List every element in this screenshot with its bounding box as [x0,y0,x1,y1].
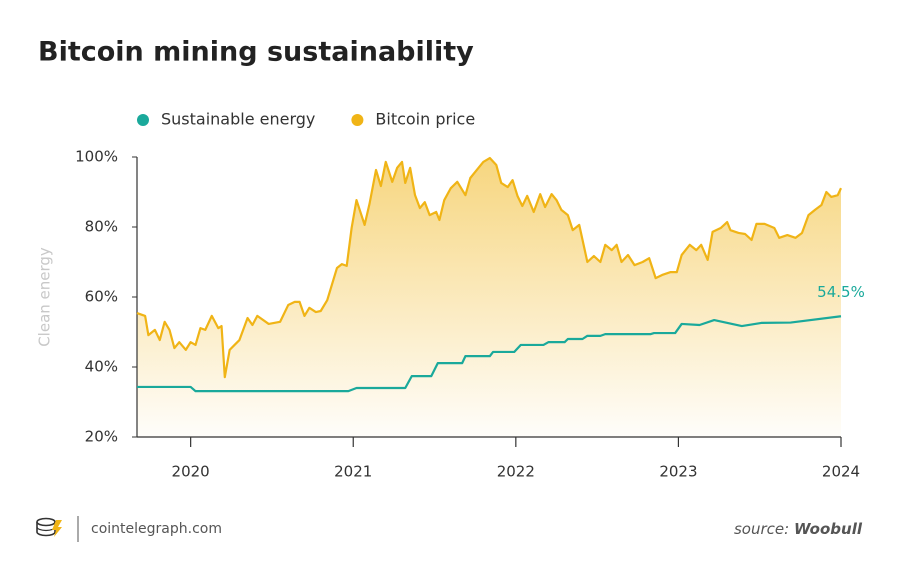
source-prefix: source: [734,520,789,538]
x-tick-label: 2023 [659,463,697,481]
source-text: source: Woobull [734,520,863,538]
legend-marker [351,114,364,126]
y-axis-label: Clean energy [36,247,54,347]
x-tick-label: 2022 [497,463,535,481]
site-name: cointelegraph.com [91,521,222,537]
line [136,156,842,379]
y-tick-label: 40% [85,358,118,376]
legend-label: Bitcoin price [375,110,475,129]
area [137,158,841,438]
chart-title: Bitcoin mining sustainability [38,37,474,68]
y-tick-label: 20% [85,428,118,446]
x-tick-label: 2021 [334,463,372,481]
plot-area: 20% 40% 60% 80% 100% 2020 2021 2022 2023 2024 54.5… [75,110,865,481]
x-tick-label: 2024 [822,463,860,481]
y-tick-label: 100% [75,148,118,166]
source-name: Woobull [794,520,863,538]
x-tick-label: 2020 [172,463,210,481]
legend-marker [137,114,149,126]
legend-label: Sustainable energy [161,110,315,129]
y-tick-label: 80% [85,218,118,236]
line [137,315,842,393]
logo-icon [36,517,62,537]
footer: cointelegraph.com source: Woobull [36,516,863,542]
value-label: 54.5% [817,283,865,301]
y-tick-label: 60% [85,288,118,306]
